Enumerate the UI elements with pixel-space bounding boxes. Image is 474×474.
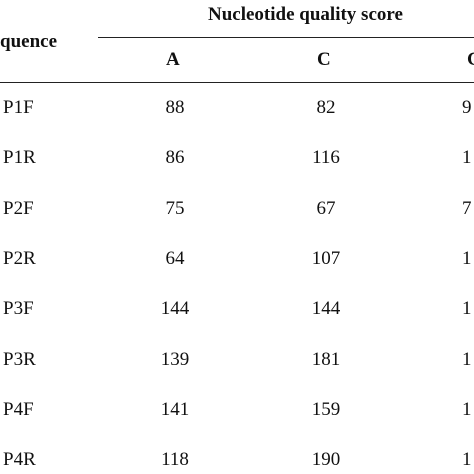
group-header-rule bbox=[98, 37, 474, 38]
value-c-cell: 116 bbox=[312, 147, 340, 168]
value-g-cell: 9 bbox=[462, 97, 472, 118]
value-a-cell: 139 bbox=[160, 349, 190, 370]
value-a-cell: 88 bbox=[165, 97, 185, 118]
value-c-cell: 67 bbox=[316, 198, 336, 219]
value-c-cell: 181 bbox=[311, 349, 341, 370]
value-a-cell: 64 bbox=[165, 248, 185, 269]
value-g-cell: 7 bbox=[462, 198, 472, 219]
value-a-cell: 75 bbox=[165, 198, 185, 219]
value-g-cell: 1 bbox=[462, 248, 472, 269]
group-header: Nucleotide quality score bbox=[208, 4, 403, 25]
value-g-cell: 1 bbox=[462, 449, 472, 470]
value-a-cell: 118 bbox=[161, 449, 189, 470]
value-a-cell: 86 bbox=[165, 147, 185, 168]
value-g-cell: 1 bbox=[462, 399, 472, 420]
header-rule bbox=[0, 82, 474, 83]
column-header-g: G bbox=[467, 50, 474, 69]
value-c-cell: 82 bbox=[316, 97, 336, 118]
sequence-cell: P1F bbox=[3, 97, 34, 118]
value-a-cell: 144 bbox=[160, 298, 190, 319]
value-c-cell: 144 bbox=[311, 298, 341, 319]
column-header-c: C bbox=[317, 49, 331, 70]
value-g-cell: 1 bbox=[462, 349, 472, 370]
sequence-header: quence bbox=[0, 31, 57, 52]
sequence-cell: P1R bbox=[3, 147, 36, 168]
value-c-cell: 107 bbox=[311, 248, 341, 269]
sequence-cell: P2R bbox=[3, 248, 36, 269]
value-g-cell: 1 bbox=[462, 147, 472, 168]
value-c-cell: 190 bbox=[311, 449, 341, 470]
value-g-cell: 1 bbox=[462, 298, 472, 319]
sequence-cell: P4R bbox=[3, 449, 36, 470]
sequence-cell: P2F bbox=[3, 198, 34, 219]
sequence-cell: P4F bbox=[3, 399, 34, 420]
sequence-cell: P3R bbox=[3, 349, 36, 370]
value-a-cell: 141 bbox=[160, 399, 190, 420]
sequence-cell: P3F bbox=[3, 298, 34, 319]
column-header-a: A bbox=[166, 49, 180, 70]
value-c-cell: 159 bbox=[311, 399, 341, 420]
